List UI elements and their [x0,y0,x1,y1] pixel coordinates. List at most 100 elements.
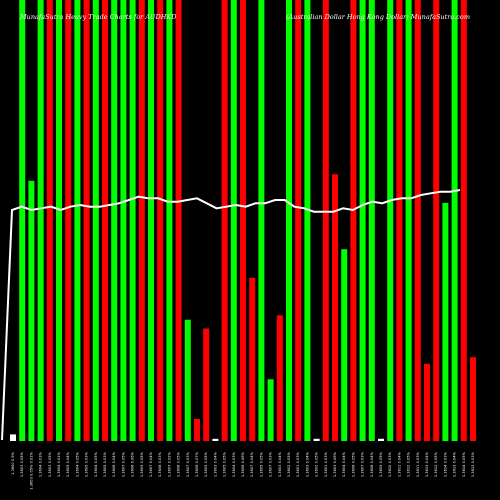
x-tick-label: 1.3603 0.04% [213,451,217,477]
x-tick-label: 1.3604 0.04% [342,451,346,477]
x-tick-label: 1.3600 0.9% [11,451,15,474]
volume-bar [451,0,458,441]
volume-bar [378,438,384,441]
x-tick-label: 1.3613 0.04% [453,451,457,477]
x-tick-label: 1.3604 0.05% [94,451,98,477]
volume-bar [37,0,44,441]
volume-bar [332,174,338,441]
volume-bar [175,0,182,441]
x-tick-label: 1.3605 0.04% [66,451,70,477]
x-tick-label: 1.3603 0.04% [305,451,309,477]
volume-bar [19,0,26,441]
volume-bar [460,0,467,441]
x-tick-label: 1.3607 0.03% [186,451,190,477]
x-tick-label: 1.3603 0.05% [20,451,24,477]
x-tick-label: 1.3607 0.03% [361,451,365,477]
price-line [1,189,461,441]
volume-bar [295,0,302,441]
chart-title-right: (Australian Dollar Hong Kong Dollar) Mun… [286,13,470,21]
x-tick-label: 1.3603 0.06% [333,451,337,477]
x-tick-label: 1.3602 0.05% [315,451,319,477]
volume-bar [267,379,274,441]
volume-bar [120,0,127,441]
x-tick-label: 1.3606 0.06% [241,451,245,477]
x-tick-label: 1.3602 0.05% [287,451,291,477]
volume-bar [359,0,366,441]
volume-bar [212,438,219,441]
x-tick-label: 1.3604 0.05% [75,451,79,477]
volume-bar [166,0,173,441]
volume-bar [249,277,256,441]
volume-bar [286,0,292,441]
volume-bar [405,0,412,441]
x-tick-label: 1.3611 0.04% [397,451,401,477]
x-tick-label: 1.3609 0.05% [140,451,144,477]
volume-bar [230,0,237,441]
volume-bar [56,0,62,441]
volume-bar [148,0,154,441]
volume-bar [92,0,99,441]
volume-bar [341,249,348,441]
x-tick-label: 1.3606 0.05% [351,451,355,477]
volume-bar [258,0,265,441]
x-tick-label: 1.3614 0.05% [462,451,466,477]
x-tick-label: 1.3604 0.01% [57,451,61,477]
x-tick-label: 1.3607 0.04% [149,451,153,477]
x-tick-label: 1.3603 0.04% [278,451,282,477]
x-tick-label: 1.3614 0.03% [443,451,447,477]
volume-bar [111,0,118,441]
volume-bar [28,180,35,442]
x-tick-label: 1.3604 0.03% [232,451,236,477]
x-tick-label: 1.3605 0.05% [204,451,208,477]
x-tick-label: 1.3608 0.04% [370,451,374,477]
x-tick-label: 1.3613 0.03% [471,451,475,477]
x-tick-label: 1.3605 0.05% [223,451,227,477]
volume-bar [129,0,136,441]
volume-bar [240,0,246,441]
x-tick-label: 1.3609 0.05% [379,451,383,477]
volume-bar [184,319,191,441]
x-axis-labels: 1.3600 0.9% 1.3603 0.05% 1.3603 0.05% 0.02… [11,451,475,489]
volume-bar [442,202,449,441]
x-tick-label: 1.3601 0.03% [296,451,300,477]
x-tick-label: 1.3607 0.02% [167,451,171,477]
chart-title-left: MunafaSutra Heavy Trade Charts for AUDHK… [19,13,177,21]
volume-bar [396,0,403,441]
volume-bar [368,0,375,441]
x-tick-label: 1.3608 0.06% [131,451,135,477]
volume-bar [10,434,16,441]
x-tick-label: 1.3612 0.05% [434,451,438,477]
volume-bar [65,0,72,441]
volume-bar [157,0,164,441]
volume-bar [138,0,145,441]
volume-bar [221,0,228,441]
volume-bars [10,0,476,442]
x-tick-label: 1.3612 0.05% [407,451,411,477]
volume-bar [350,0,357,441]
volume-bar [102,0,108,441]
volume-bar [424,363,430,441]
x-tick-label: 1.3605 0.05% [259,451,263,477]
x-tick-label: 1.3601 0.03% [324,451,328,477]
x-tick-label: 1.3603 0.05% [48,451,52,477]
x-tick-label: 1.3607 0.04% [250,451,254,477]
volume-bar [83,0,90,441]
x-tick-label: 1.3606 0.04% [112,451,116,477]
volume-bar [203,328,210,441]
x-tick-label: 1.3611 0.03% [416,451,420,477]
volume-bar [304,0,311,441]
x-tick-label: 1.3607 0.05% [121,451,125,477]
x-tick-label: 1.3606 0.07% [195,451,199,477]
x-tick-label: 1.3603 0.05% 0.02% [29,451,33,489]
x-tick-label: 1.3608 0.05% [177,451,181,477]
volume-bar [194,418,200,441]
x-tick-label: 1.3607 0.03% [269,451,273,477]
x-tick-label: 1.3605 0.03% [85,451,89,477]
volume-bar [433,0,440,441]
volume-bar [74,0,81,441]
volume-bar [470,357,476,441]
volume-bar [313,438,320,441]
volume-bar [322,0,329,441]
volume-bar [387,0,394,441]
